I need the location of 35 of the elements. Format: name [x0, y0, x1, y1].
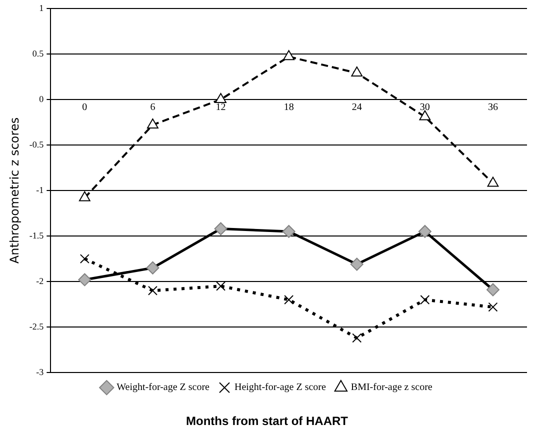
y-tick-label: -2.5 [29, 321, 44, 332]
x-axis-title: Months from start of HAART [186, 414, 349, 428]
point [352, 333, 362, 343]
point [147, 118, 158, 128]
point [419, 110, 431, 120]
y-tick-label: -0.5 [29, 139, 44, 150]
y-tick-label: -3 [36, 366, 44, 377]
x-tick-label: 18 [284, 102, 294, 114]
point [216, 281, 226, 291]
x-tick-label: 6 [150, 102, 156, 114]
x-tick-label: 12 [216, 102, 226, 114]
y-tick-label: 1 [39, 2, 44, 13]
y-axis-title: Anthropometric z scores [7, 117, 22, 264]
x-tick-label: 36 [488, 102, 498, 114]
point [215, 92, 226, 103]
point [283, 50, 295, 60]
y-tick-label: -2 [36, 276, 44, 286]
point [284, 295, 294, 305]
point [488, 302, 498, 312]
y-tick-label: 0.5 [32, 48, 44, 58]
point [78, 191, 90, 202]
legend-label: Weight-for-age Z score [116, 382, 210, 394]
y-tick-label: -1 [36, 184, 44, 195]
point [420, 295, 430, 305]
y-tick-label: 0 [39, 94, 44, 104]
x-tick-label: 30 [420, 102, 430, 114]
x-tick-label: 0 [82, 102, 88, 114]
legend-label: BMI-for-age z score [350, 382, 433, 394]
x-tick-label: 24 [352, 102, 362, 114]
point [487, 176, 499, 187]
point [351, 66, 363, 77]
point [148, 286, 158, 296]
legend-label: Height-for-age Z score [234, 382, 326, 394]
y-tick-label: -1.5 [29, 230, 44, 240]
point [80, 254, 90, 264]
